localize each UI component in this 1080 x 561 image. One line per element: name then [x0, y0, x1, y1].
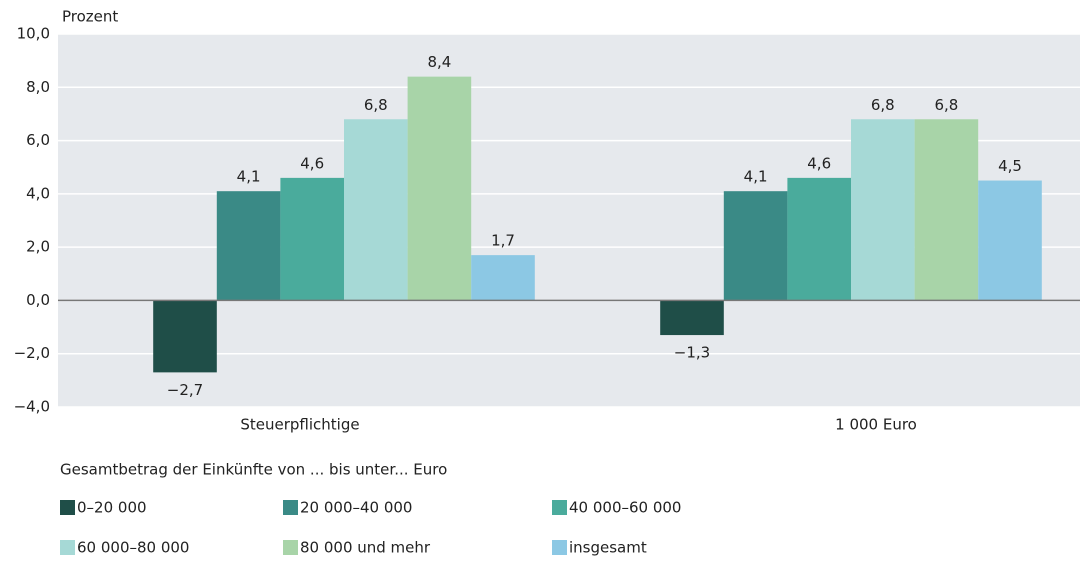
bar	[471, 255, 535, 301]
value-label: 6,8	[871, 96, 895, 114]
y-axis-label: Prozent	[62, 8, 118, 26]
value-label: 6,8	[364, 96, 388, 114]
value-label: 4,5	[998, 157, 1022, 175]
legend-label: 0–20 000	[77, 499, 147, 517]
legend-swatch	[552, 540, 567, 555]
bar	[216, 191, 281, 301]
legend-swatch	[283, 540, 298, 555]
legend-swatch	[283, 500, 298, 515]
legend-label: insgesamt	[569, 539, 647, 557]
legend-swatch	[552, 500, 567, 515]
legend-swatch	[60, 500, 75, 515]
y-tick-label: −4,0	[14, 398, 50, 416]
value-label: −2,7	[167, 381, 203, 399]
y-tick-label: −2,0	[14, 344, 50, 362]
value-label: 6,8	[934, 96, 958, 114]
bar	[978, 180, 1042, 301]
legend-label: 40 000–60 000	[569, 499, 681, 517]
x-tick-label: 1 000 Euro	[835, 416, 917, 434]
legend-label: 80 000 und mehr	[300, 539, 431, 557]
legend-label: 60 000–80 000	[77, 539, 189, 557]
bar	[914, 119, 979, 301]
bar	[153, 300, 217, 373]
y-tick-label: 6,0	[26, 131, 50, 149]
x-tick-label: Steuerpflichtige	[240, 416, 359, 434]
legend-label: 20 000–40 000	[300, 499, 412, 517]
value-label: 4,1	[237, 168, 261, 186]
bar	[723, 191, 788, 301]
value-label: 4,1	[744, 168, 768, 186]
value-label: −1,3	[674, 344, 710, 362]
y-tick-label: 0,0	[26, 291, 50, 309]
value-label: 1,7	[491, 232, 515, 250]
legend-title: Gesamtbetrag der Einkünfte von ... bis u…	[60, 461, 447, 479]
bar	[344, 119, 408, 301]
value-label: 4,6	[300, 154, 324, 172]
y-tick-label: 4,0	[26, 184, 50, 202]
bar	[787, 177, 851, 301]
bar	[407, 76, 472, 301]
y-tick-label: 2,0	[26, 238, 50, 256]
bar	[280, 177, 344, 301]
y-tick-label: 8,0	[26, 78, 50, 96]
legend-swatch	[60, 540, 75, 555]
value-label: 4,6	[807, 154, 831, 172]
y-tick-label: 10,0	[17, 25, 50, 43]
bar	[660, 300, 724, 336]
bar	[851, 119, 915, 301]
value-label: 8,4	[427, 53, 451, 71]
